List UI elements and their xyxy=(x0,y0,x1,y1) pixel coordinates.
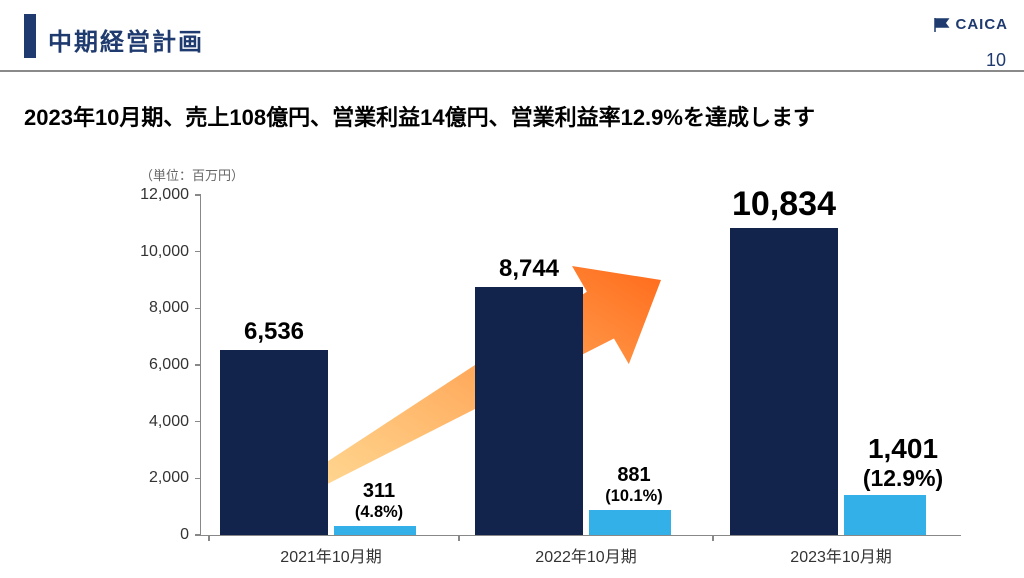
slide-title: 中期経営計画 xyxy=(48,22,204,57)
operating-profit-value-label: 1,401(12.9%) xyxy=(863,433,943,492)
y-axis-tick-label: 8,000 xyxy=(149,299,201,317)
logo-text: CAICA xyxy=(956,16,1009,33)
y-axis-tick-label: 6,000 xyxy=(149,356,201,374)
operating-profit-value-label: 881(10.1%) xyxy=(605,464,662,506)
y-axis-tick-label: 4,000 xyxy=(149,413,201,431)
x-axis-category-label: 2021年10月期 xyxy=(280,543,381,567)
unit-label: （単位：百万円） xyxy=(140,165,244,184)
chart-container: （単位：百万円） 02,0004,0006,0008,00010,00012,0… xyxy=(110,165,990,565)
operating-profit-bar xyxy=(589,510,671,535)
y-axis-tick-mark xyxy=(195,421,201,423)
operating-profit-value-label: 311(4.8%) xyxy=(355,480,403,522)
revenue-value-label: 6,536 xyxy=(244,318,304,346)
headline-text: 2023年10月期、売上108億円、営業利益14億円、営業利益率12.9%を達成… xyxy=(24,100,815,132)
y-axis-tick-mark xyxy=(195,194,201,196)
operating-profit-bar xyxy=(334,526,416,535)
title-accent-bar xyxy=(24,14,36,58)
x-axis-tick-mark xyxy=(208,535,210,541)
x-axis-category-label: 2022年10月期 xyxy=(535,543,636,567)
y-axis-tick-label: 10,000 xyxy=(140,243,201,261)
company-logo: CAICA xyxy=(934,16,1009,33)
page-number: 10 xyxy=(986,50,1006,71)
revenue-value-label: 8,744 xyxy=(499,255,559,283)
y-axis-tick-mark xyxy=(195,364,201,366)
x-axis-category-label: 2023年10月期 xyxy=(790,543,891,567)
y-axis-tick-mark xyxy=(195,308,201,310)
x-axis-tick-mark xyxy=(458,535,460,541)
chart-plot-area: 02,0004,0006,0008,00010,00012,0006,53631… xyxy=(200,195,961,536)
revenue-value-label: 10,834 xyxy=(732,185,836,224)
y-axis-tick-mark xyxy=(195,251,201,253)
operating-profit-bar xyxy=(844,495,926,535)
y-axis-tick-label: 2,000 xyxy=(149,469,201,487)
y-axis-tick-mark xyxy=(195,478,201,480)
y-axis-tick-mark xyxy=(195,534,201,536)
x-axis-tick-mark xyxy=(712,535,714,541)
y-axis-tick-label: 12,000 xyxy=(140,186,201,204)
slide-header: 中期経営計画 CAICA 10 xyxy=(0,8,1024,72)
flag-icon xyxy=(934,18,952,32)
revenue-bar xyxy=(220,350,328,535)
revenue-bar xyxy=(730,228,838,535)
revenue-bar xyxy=(475,287,583,535)
